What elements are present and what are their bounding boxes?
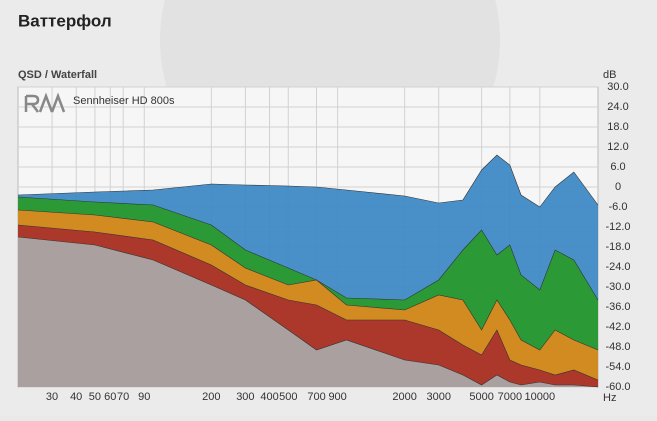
x-tick-label: 900 [328,391,346,403]
y-tick-label: -54.0 [605,361,630,373]
legend-label: Sennheiser HD 800s [73,95,175,107]
x-tick-label: 70 [117,391,129,403]
x-tick-label: 400 [260,391,278,403]
area-fill [18,237,598,387]
y-tick-label: 24.0 [607,101,628,113]
x-tick-label: 700 [307,391,325,403]
x-tick-label: 50 [89,391,101,403]
x-tick-label: 5000 [469,391,493,403]
y-axis-label: dB [603,69,616,81]
x-tick-label: 300 [236,391,254,403]
x-tick-label: 3000 [426,391,450,403]
area-line [17,154,599,208]
x-tick-label: 2000 [392,391,416,403]
y-tick-label: -18.0 [605,241,630,253]
x-tick-label: 7000 [498,391,522,403]
x-tick-label: 40 [70,391,82,403]
area-line [17,196,599,301]
x-tick-label: 200 [202,391,220,403]
y-tick-label: -36.0 [605,301,630,313]
y-tick-label: 18.0 [607,121,628,133]
areas [17,154,599,388]
y-tick-label: 30.0 [607,81,628,93]
y-tick-label: 12.0 [607,141,628,153]
y-tick-label: -30.0 [605,281,630,293]
x-tick-label: 60 [104,391,116,403]
y-tick-label: 0 [615,181,621,193]
x-axis-label: Hz [603,392,616,404]
y-tick-label: 6.0 [610,161,625,173]
page-title: Ваттерфол [18,11,112,30]
x-tick-label: 500 [279,391,297,403]
area-line [17,224,599,381]
x-tick-label: 30 [46,391,58,403]
y-tick-label: -12.0 [605,221,630,233]
y-tick-label: -60.0 [605,381,630,393]
y-tick-label: -42.0 [605,321,630,333]
y-tick-label: -6.0 [609,201,628,213]
logo [24,92,66,113]
y-tick-label: -48.0 [605,341,630,353]
area-line [17,209,599,351]
y-tick-label: -24.0 [605,261,630,273]
chart-subtitle: QSD / Waterfall [18,69,97,81]
x-tick-label: 10000 [525,391,556,403]
logo-mark [24,92,66,113]
x-tick-label: 90 [138,391,150,403]
area-line [17,236,599,388]
